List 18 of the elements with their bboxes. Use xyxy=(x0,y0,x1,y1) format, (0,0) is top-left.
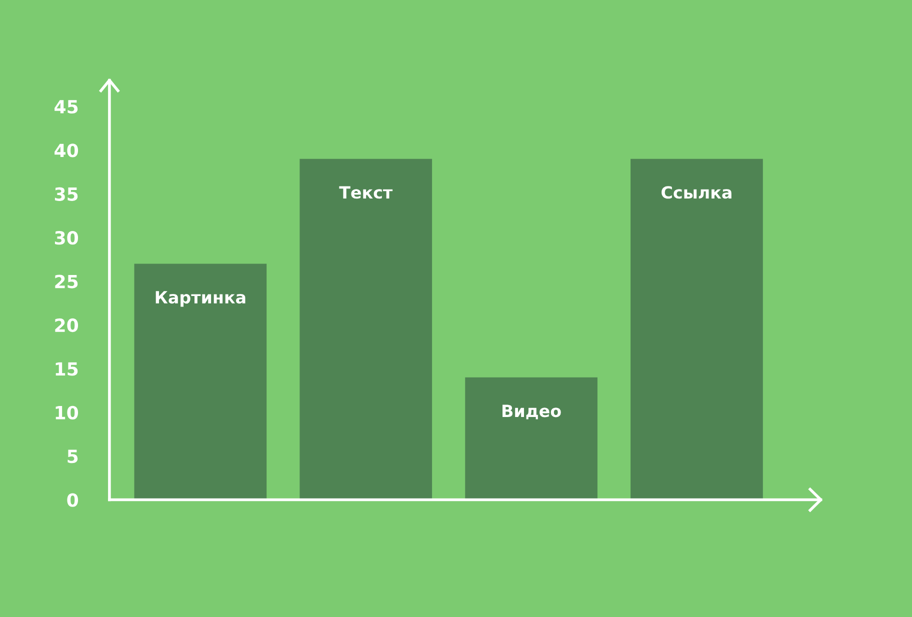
y-tick-label: 45 xyxy=(54,100,78,114)
y-tick-label: 15 xyxy=(56,362,78,376)
bar xyxy=(630,158,763,500)
x-tick-label: Текст xyxy=(339,186,393,199)
y-tick-label: 10 xyxy=(56,406,78,420)
bar xyxy=(300,158,432,500)
x-tick-label: Видео xyxy=(502,404,561,420)
bar xyxy=(134,264,267,500)
y-tick-label: 30 xyxy=(54,231,78,245)
y-tick-label: 5 xyxy=(68,450,78,464)
y-tick-label: 35 xyxy=(54,187,78,201)
x-tick-label: Картинка xyxy=(156,291,246,307)
y-tick-label: 40 xyxy=(54,144,78,158)
y-tick-label: 25 xyxy=(55,274,78,288)
y-tick-label: 20 xyxy=(55,318,78,332)
bar xyxy=(465,377,598,500)
y-tick-label: 0 xyxy=(67,493,78,507)
x-tick-label: Ссылка xyxy=(662,186,732,199)
